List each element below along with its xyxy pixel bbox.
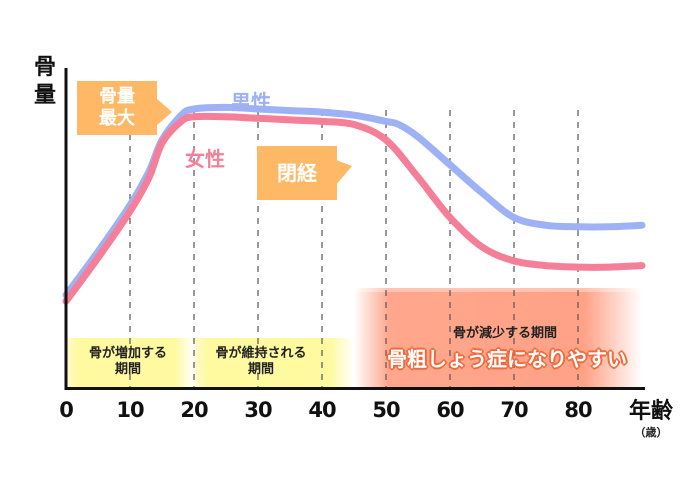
phase-increase-line2: 期間	[114, 362, 141, 377]
x-tick-label: 70	[500, 398, 528, 422]
legend-female: 女性	[185, 147, 225, 171]
x-tick-label: 40	[308, 398, 336, 422]
osteoporosis-risk-label: 骨粗しょう症になりやすい	[387, 347, 627, 371]
x-tick-label: 30	[244, 398, 272, 422]
callout-pointer-2	[336, 160, 352, 185]
x-tick-label: 60	[436, 398, 464, 422]
peak-bone-mass-callout: 骨量 最大	[77, 81, 157, 135]
callout-pointer-1	[156, 98, 172, 126]
menopause-callout: 閉経	[257, 146, 337, 200]
x-axis-unit: （歳）	[634, 426, 668, 439]
legend-male: 男性	[231, 90, 271, 114]
x-tick-label: 10	[116, 398, 144, 422]
phase-increase-line1: 骨が増加する	[88, 346, 167, 361]
phase-maintain-line1: 骨が維持される	[215, 346, 307, 361]
y-axis-label-text: 骨量	[30, 54, 60, 110]
phase-maintain-line2: 期間	[247, 362, 274, 377]
x-tick-label: 0	[59, 398, 74, 422]
phase-increase-label: 骨が増加する 期間	[68, 346, 188, 378]
phase-band-edge	[354, 286, 645, 292]
phase-maintain-label: 骨が維持される 期間	[196, 346, 326, 378]
x-axis-label: 年齢	[628, 399, 673, 424]
phase-decrease-label: 骨が減少する期間	[452, 326, 557, 341]
y-axis-label-char: 量	[33, 83, 56, 108]
x-tick-label: 80	[564, 398, 592, 422]
phase-band	[194, 338, 354, 388]
phase-band	[354, 288, 642, 388]
callout-text-line1: 骨量	[99, 86, 135, 107]
y-axis-label: 骨量	[30, 54, 60, 110]
x-tick-label: 20	[180, 398, 208, 422]
x-tick-label: 50	[372, 398, 400, 422]
series-line-female	[62, 112, 646, 305]
y-axis-label-char: 骨	[33, 55, 56, 80]
callout-text-line2: 最大	[99, 108, 135, 129]
